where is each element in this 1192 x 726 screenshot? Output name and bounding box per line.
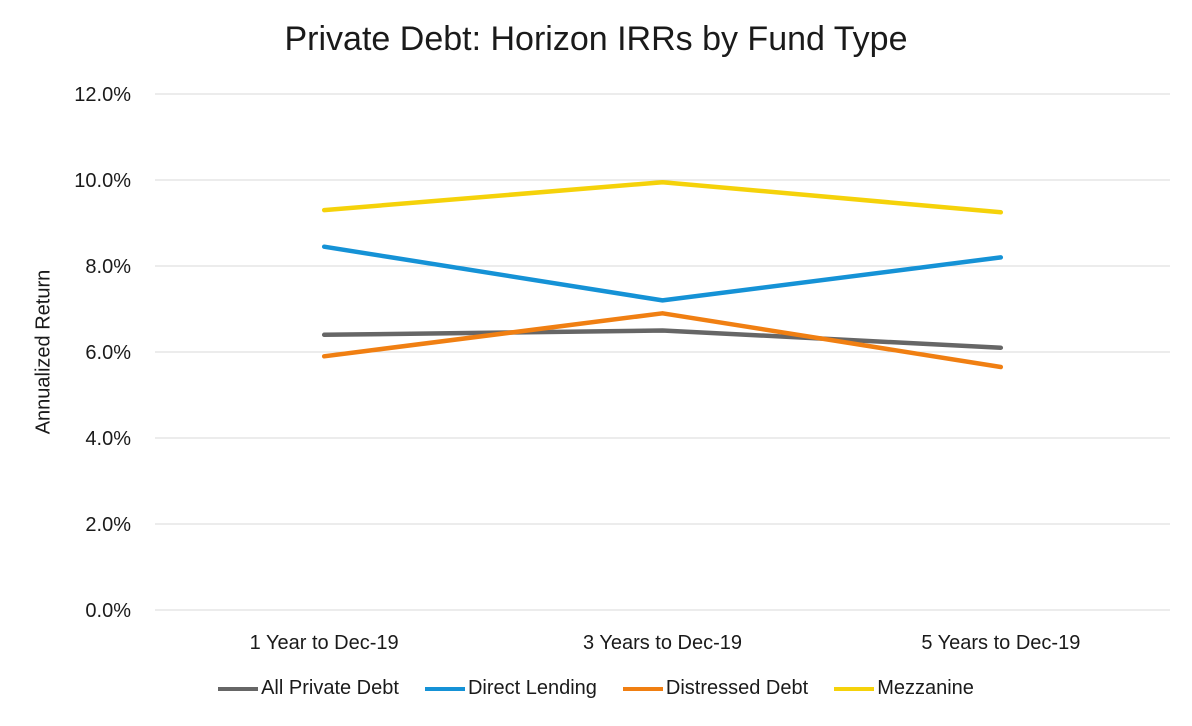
series-lines <box>321 179 1004 370</box>
y-tick-label: 0.0% <box>85 600 131 622</box>
y-tick-label: 6.0% <box>85 342 131 364</box>
series-line-distressed-debt <box>321 311 1004 370</box>
x-tick-label: 3 Years to Dec-19 <box>583 632 742 654</box>
legend-item: Direct Lending <box>424 677 597 700</box>
y-tick-label: 12.0% <box>74 84 131 106</box>
y-axis-ticks: 0.0% 2.0% 4.0% 6.0% 8.0% 10.0% 12.0% <box>74 84 131 622</box>
legend-swatch <box>424 686 465 691</box>
y-tick-label: 8.0% <box>85 256 131 278</box>
x-axis-ticks: 1 Year to Dec-19 3 Years to Dec-19 5 Years… <box>250 632 1081 654</box>
y-tick-label: 4.0% <box>85 428 131 450</box>
x-tick-label: 1 Year to Dec-19 <box>250 632 399 654</box>
gridlines <box>155 93 1170 611</box>
series-line-all-private-debt <box>321 328 1004 350</box>
legend-item: All Private Debt <box>218 677 399 700</box>
x-tick-label: 5 Years to Dec-19 <box>921 632 1080 654</box>
y-tick-label: 10.0% <box>74 170 131 192</box>
legend-item: Mezzanine <box>834 677 974 700</box>
legend: All Private Debt Direct Lending Distressed… <box>0 677 1192 700</box>
legend-item: Distressed Debt <box>622 677 809 700</box>
legend-label: Distressed Debt <box>665 677 809 699</box>
legend-label: Mezzanine <box>877 677 974 699</box>
legend-swatch <box>622 686 663 691</box>
legend-swatch <box>218 686 259 691</box>
legend-swatch <box>834 686 875 691</box>
series-line-mezzanine <box>321 179 1004 215</box>
series-line-direct-lending <box>321 244 1004 303</box>
chart-title: Private Debt: Horizon IRRs by Fund Type <box>284 20 908 58</box>
y-tick-label: 2.0% <box>85 514 131 536</box>
legend-label: All Private Debt <box>261 677 399 699</box>
legend-label: Direct Lending <box>467 677 597 699</box>
